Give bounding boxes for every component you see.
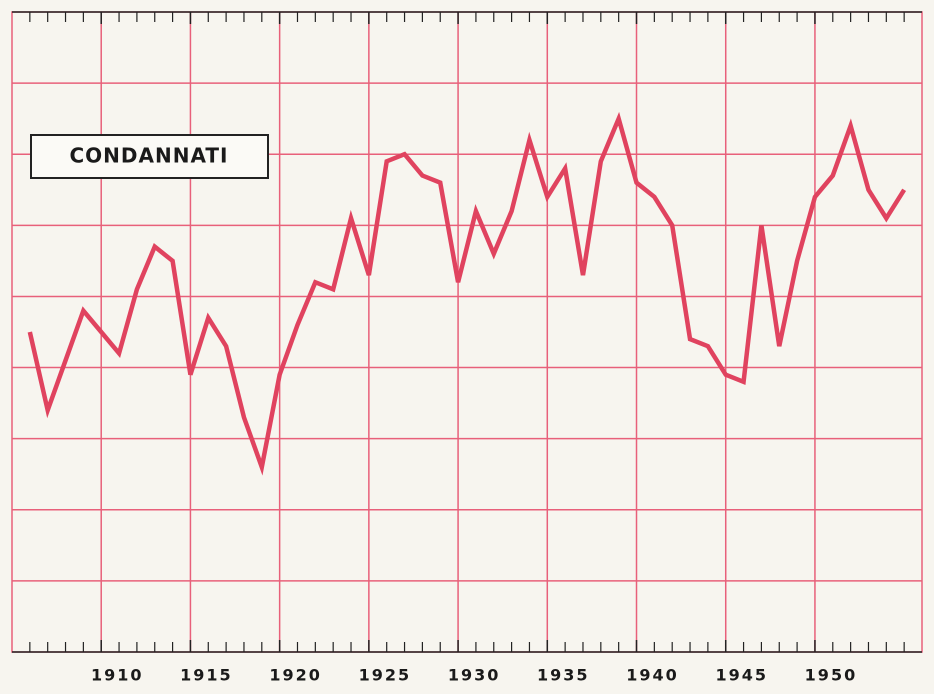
x-tick-label: 1945 (715, 666, 768, 685)
x-tick-label: 1950 (805, 666, 858, 685)
x-tick-label: 1935 (537, 666, 590, 685)
grid (12, 12, 922, 652)
plot-frame (11, 11, 923, 653)
x-tick-label: 1940 (626, 666, 679, 685)
x-tick-label: 1915 (180, 666, 233, 685)
x-tick-label: 1930 (448, 666, 501, 685)
x-tick-label: 1910 (91, 666, 144, 685)
lines (27, 111, 907, 476)
x-tick-label: 1920 (269, 666, 322, 685)
x-tick-label: 1925 (359, 666, 412, 685)
data-line (27, 111, 907, 476)
legend-box (30, 134, 269, 179)
chart-title: CONDANNATI (70, 144, 229, 168)
